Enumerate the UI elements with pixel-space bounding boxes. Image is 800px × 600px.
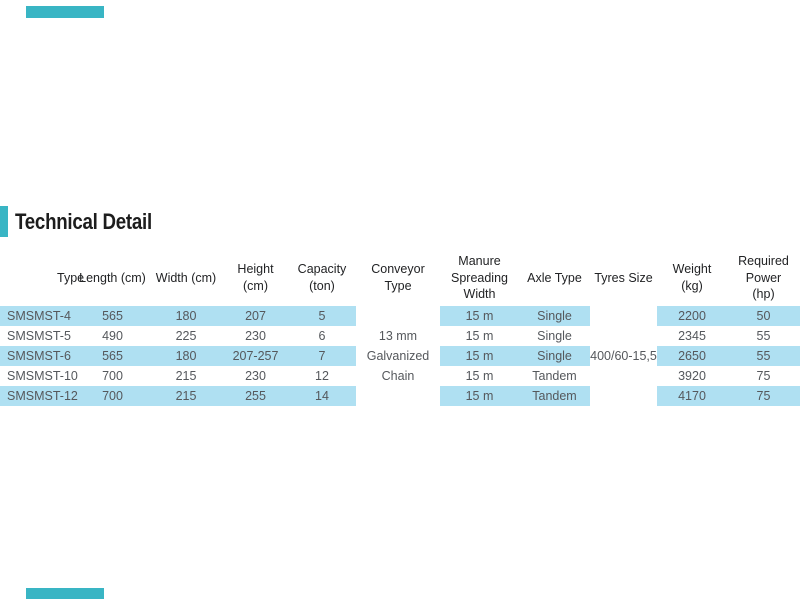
cell-axle-type: Tandem xyxy=(532,369,577,383)
cell-length: 490 xyxy=(102,329,123,343)
cell-type: SMSMST-5 xyxy=(7,329,71,343)
col-header-length: Length (cm) xyxy=(79,270,146,285)
cell-type: SMSMST-12 xyxy=(0,386,78,406)
cell-power: 55 xyxy=(756,329,771,343)
cell-height: 230 xyxy=(245,329,266,343)
cell-tyres-size-merged: 400/60-15,5 xyxy=(590,306,657,406)
cell-spreading-width: 15 m xyxy=(465,369,494,383)
cell-weight: 2200 xyxy=(657,306,727,326)
cell-spreading-width: 15 m xyxy=(465,329,494,343)
col-header-type: Type xyxy=(57,270,85,285)
table-row: SMSMST-10 700 215 230 12 15 m Tandem 392… xyxy=(0,366,800,386)
col-header-height: Height (cm) xyxy=(237,262,274,293)
cell-weight: 2345 xyxy=(678,329,706,343)
col-header-tyres-size: Tyres Size xyxy=(594,270,653,285)
cell-power: 55 xyxy=(727,346,800,366)
table-row: SMSMST-12 700 215 255 14 15 m Tandem 417… xyxy=(0,386,800,406)
cell-axle-type: Single xyxy=(519,346,590,366)
cell-weight: 3920 xyxy=(678,369,706,383)
table-row: SMSMST-4 565 180 207 5 13 mm Galvanized … xyxy=(0,306,800,406)
technical-detail-table: Type Length (cm) Width (cm) Height (cm) … xyxy=(0,250,800,406)
cell-weight: 4170 xyxy=(657,386,727,406)
cell-conveyor-type-merged: 13 mm Galvanized Chain xyxy=(356,306,440,406)
cell-weight: 2650 xyxy=(657,346,727,366)
cell-power: 75 xyxy=(756,369,771,383)
cell-power: 50 xyxy=(727,306,800,326)
section-heading: Technical Detail xyxy=(0,206,176,237)
cell-spreading-width: 15 m xyxy=(440,306,519,326)
cell-length: 565 xyxy=(76,306,149,326)
cell-capacity: 14 xyxy=(288,386,356,406)
cell-height: 207 xyxy=(223,306,288,326)
cell-width: 180 xyxy=(149,306,223,326)
cell-power: 75 xyxy=(727,386,800,406)
heading-accent-bar xyxy=(0,206,8,237)
cell-spreading-width: 15 m xyxy=(440,346,519,366)
col-header-power: Required Power (hp) xyxy=(738,253,789,302)
table-row: SMSMST-6 565 180 207-257 7 15 m Single 2… xyxy=(0,346,800,366)
cell-length: 700 xyxy=(76,386,149,406)
bottom-left-accent-mark xyxy=(26,588,104,599)
cell-width: 215 xyxy=(175,369,197,383)
cell-width: 225 xyxy=(175,329,197,343)
cell-width: 215 xyxy=(149,386,223,406)
cell-height: 230 xyxy=(245,369,266,383)
cell-height: 207-257 xyxy=(223,346,288,366)
cell-height: 255 xyxy=(223,386,288,406)
cell-length: 565 xyxy=(76,346,149,366)
cell-type: SMSMST-10 xyxy=(7,369,78,383)
col-header-spreading-width: Manure Spreading Width xyxy=(451,253,508,302)
col-header-conveyor-type: Conveyor Type xyxy=(371,262,425,293)
cell-capacity: 7 xyxy=(288,346,356,366)
col-header-capacity: Capacity (ton) xyxy=(297,262,347,293)
cell-capacity: 6 xyxy=(318,329,326,343)
table-row: SMSMST-5 490 225 230 6 15 m Single 2345 … xyxy=(0,326,800,346)
table-header-row: Type Length (cm) Width (cm) Height (cm) … xyxy=(0,250,800,306)
top-left-accent-mark xyxy=(26,6,104,18)
cell-type: SMSMST-4 xyxy=(0,306,76,326)
page-title: Technical Detail xyxy=(15,208,152,234)
cell-type: SMSMST-6 xyxy=(0,346,76,366)
col-header-width: Width (cm) xyxy=(155,270,217,285)
cell-width: 180 xyxy=(149,346,223,366)
cell-axle-type: Single xyxy=(537,329,572,343)
cell-capacity: 5 xyxy=(288,306,356,326)
col-header-axle-type: Axle Type xyxy=(527,270,582,285)
col-header-weight: Weight (kg) xyxy=(672,262,712,293)
cell-axle-type: Single xyxy=(519,306,590,326)
cell-capacity: 12 xyxy=(315,369,329,383)
cell-spreading-width: 15 m xyxy=(440,386,519,406)
cell-axle-type: Tandem xyxy=(519,386,590,406)
cell-length: 700 xyxy=(102,369,123,383)
